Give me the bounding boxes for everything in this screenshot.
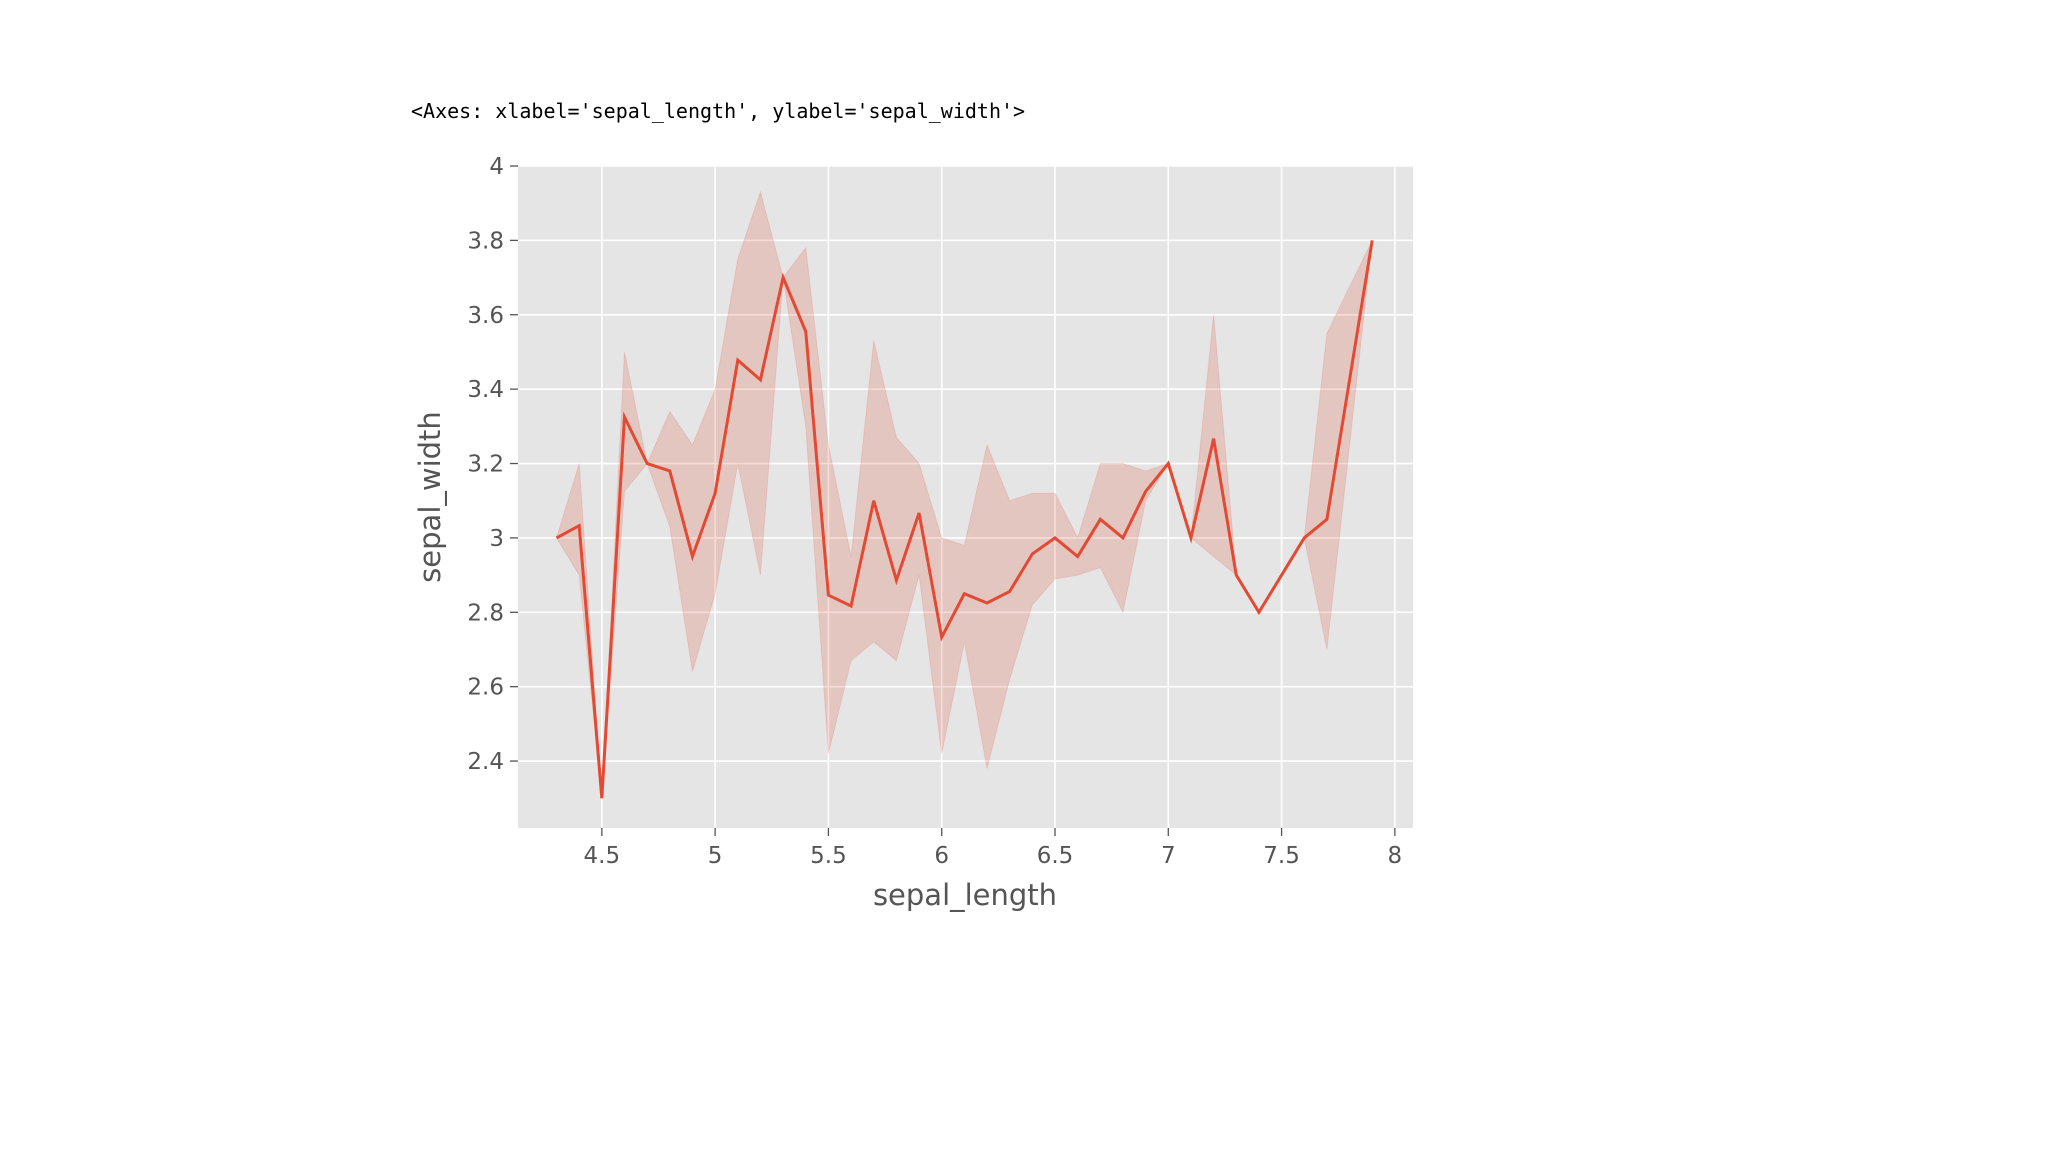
y-tick-label: 3.6 <box>467 303 504 329</box>
x-tick-label: 8 <box>1388 843 1403 869</box>
y-tick-label: 2.6 <box>467 675 504 701</box>
x-tick-label: 7 <box>1161 843 1176 869</box>
x-tick-label: 5 <box>708 843 723 869</box>
x-tick-label: 5.5 <box>810 843 847 869</box>
y-tick-label: 2.8 <box>467 600 504 626</box>
chart-title: <Axes: xlabel='sepal_length', ylabel='se… <box>411 99 1025 123</box>
x-tick-label: 6.5 <box>1037 843 1074 869</box>
line <box>555 240 1374 799</box>
plot-area <box>518 166 1413 828</box>
y-axis-label: sepal_width <box>413 411 447 583</box>
y-tick-label: 3.8 <box>467 228 504 254</box>
x-axis-label: sepal_length <box>873 878 1057 912</box>
x-tick-label: 6 <box>934 843 949 869</box>
y-tick-label: 2.4 <box>467 749 504 775</box>
x-tick-label: 4.5 <box>584 843 621 869</box>
y-tick-label: 3 <box>489 526 504 552</box>
y-tick-label: 4 <box>489 154 504 180</box>
confidence-band <box>555 190 1373 799</box>
x-tick-label: 7.5 <box>1263 843 1300 869</box>
y-tick-label: 3.2 <box>467 452 504 478</box>
y-tick-label: 3.4 <box>467 377 504 403</box>
